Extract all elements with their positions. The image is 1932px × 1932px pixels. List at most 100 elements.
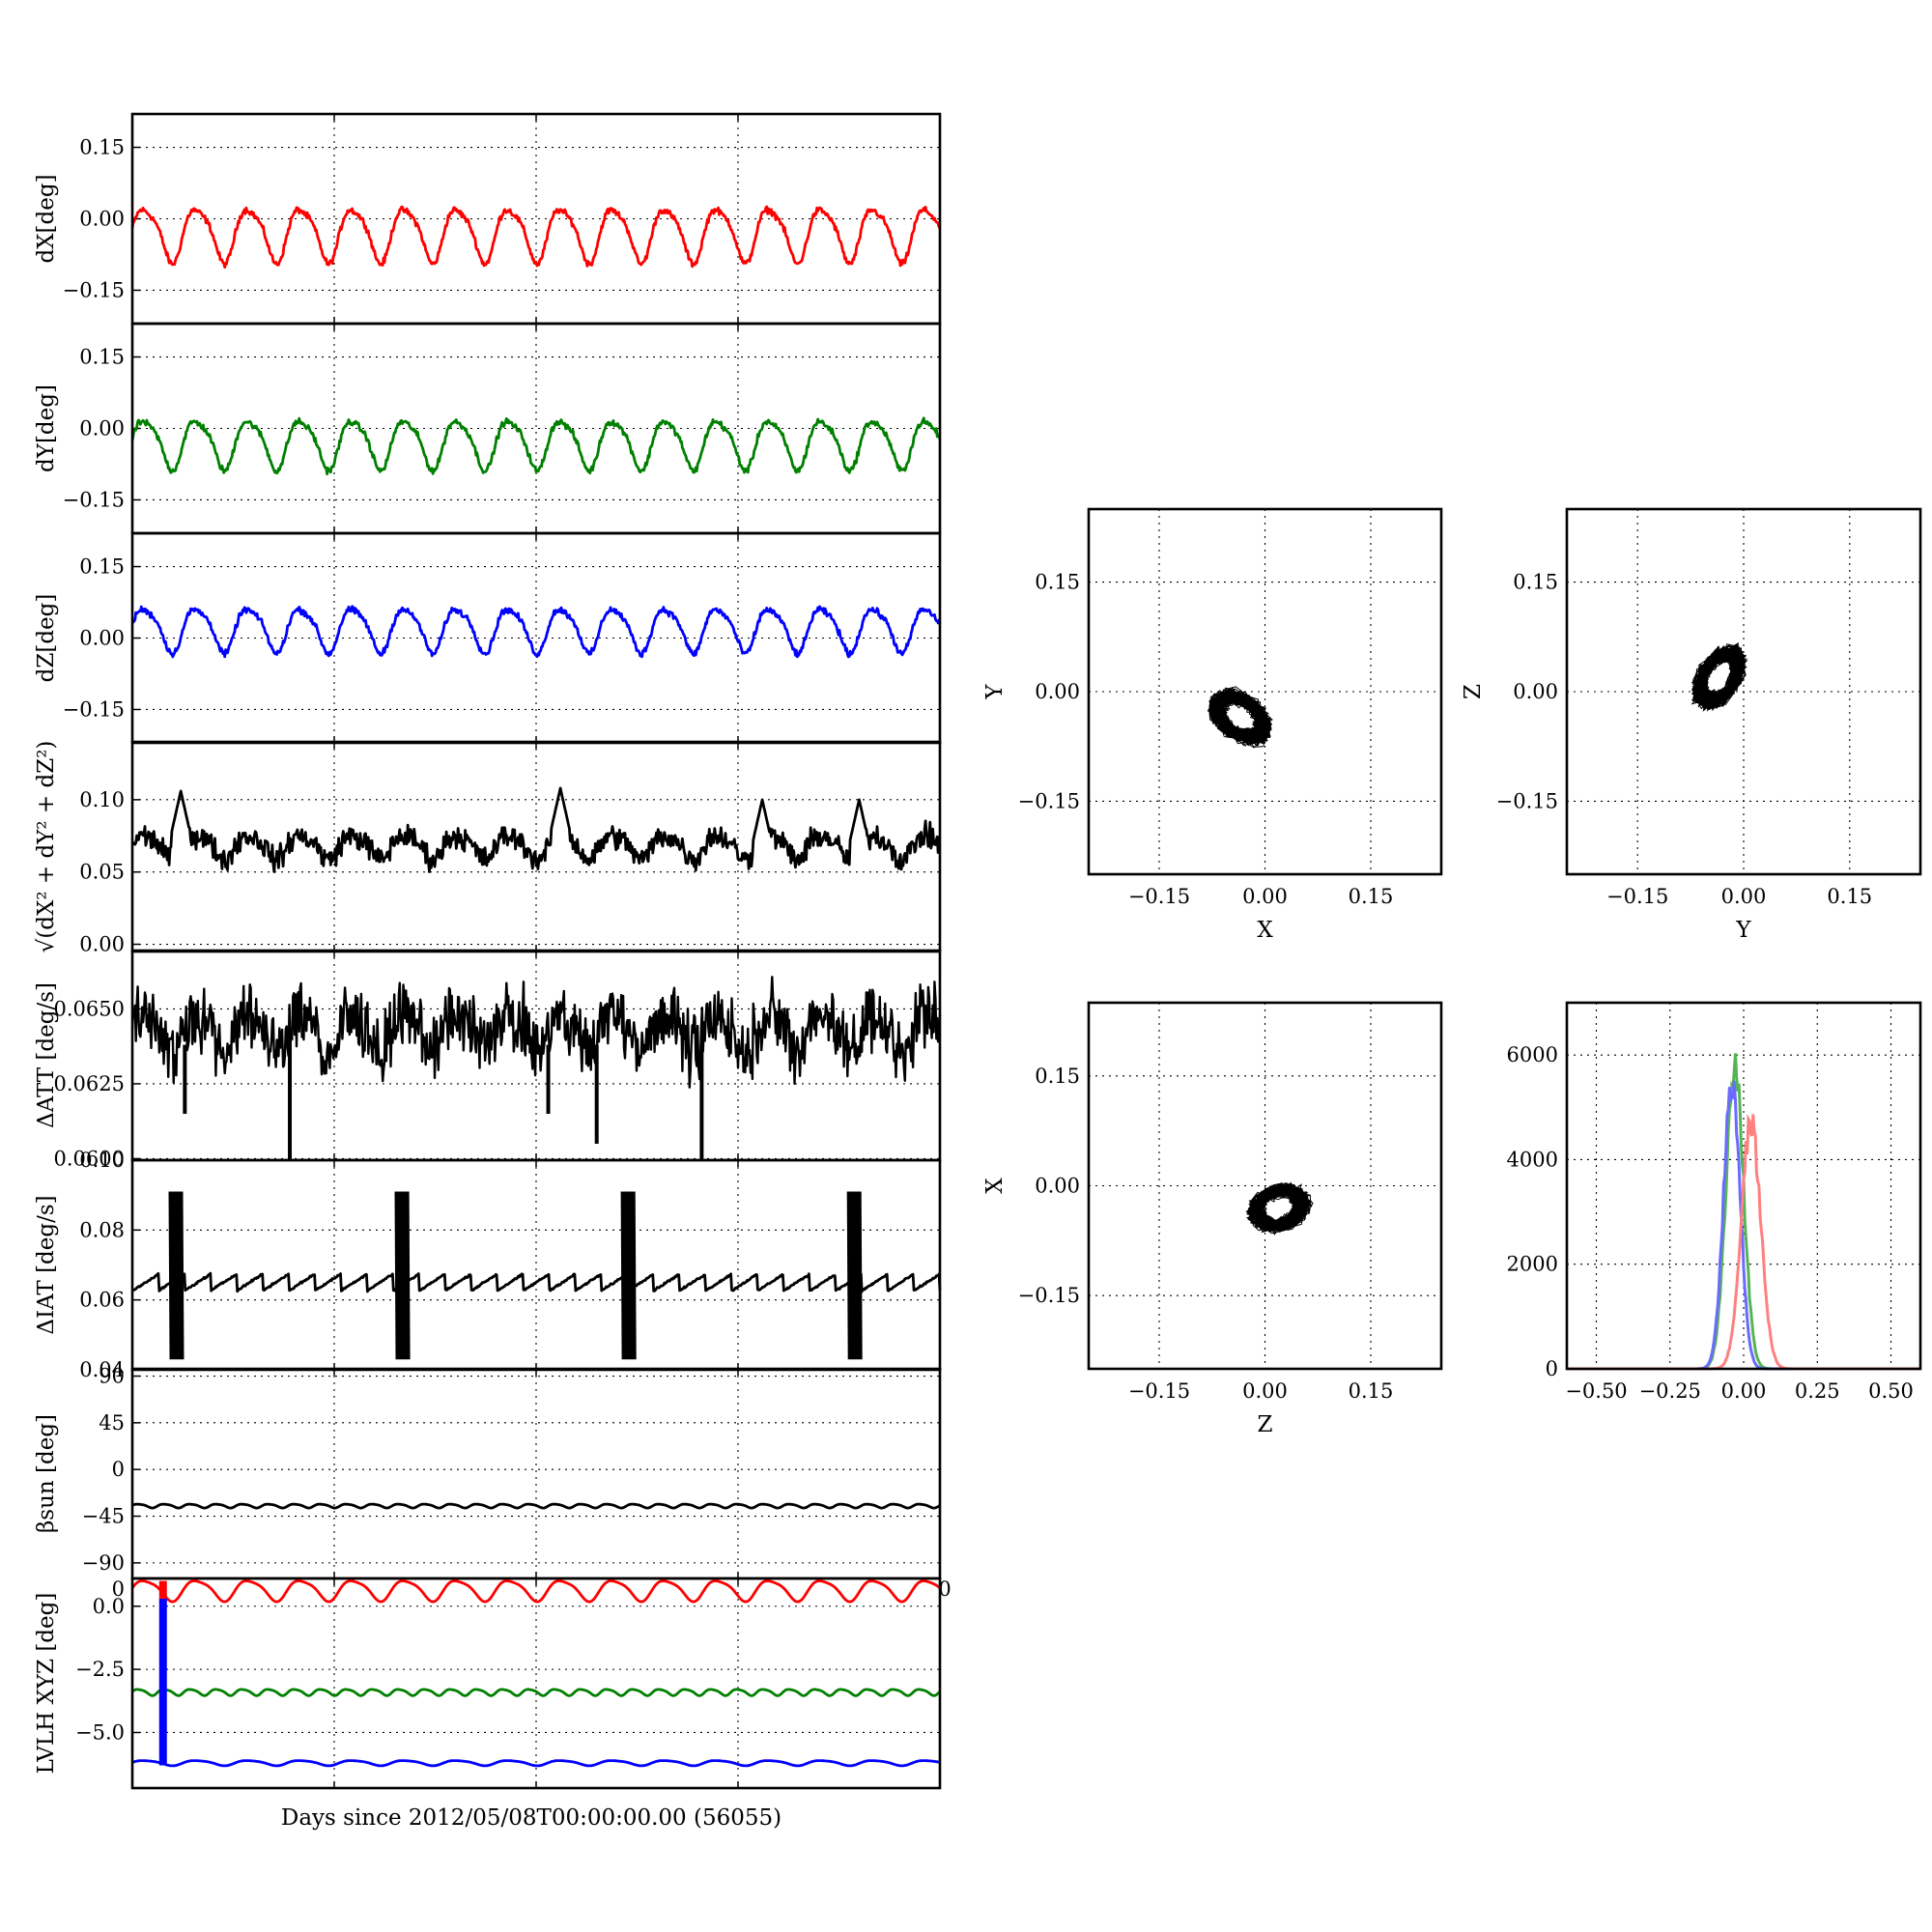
- y-tick-label: 0.0600: [54, 1147, 125, 1170]
- y-tick-label: 0.00: [1035, 1175, 1080, 1198]
- y-tick-label: −0.15: [1018, 1284, 1080, 1307]
- x-tick-label: 0.25: [1795, 1379, 1840, 1403]
- y-axis-label: dZ[deg]: [34, 594, 59, 683]
- burst: [394, 1191, 411, 1360]
- x-axis-label: Y: [1735, 918, 1751, 943]
- plot-frame: [1087, 507, 1443, 876]
- y-tick-label: 6000: [1507, 1043, 1558, 1066]
- vertical-bar-top: [158, 1580, 167, 1599]
- y-axis-label: ΔATT [deg/s]: [34, 982, 59, 1128]
- y-tick-label: 0.00: [79, 208, 125, 231]
- y-tick-label: −5.0: [75, 1720, 125, 1744]
- x-tick-label: 0.15: [1349, 885, 1394, 908]
- panel-hist: −0.50 −0.25 0.00 0.25 0.50 6000 4000 2000 0: [1507, 1001, 1922, 1403]
- x-tick-label: 0.00: [1721, 885, 1767, 908]
- y-tick-label: 0.0: [93, 1595, 125, 1618]
- y-tick-label: 0.00: [1513, 680, 1558, 703]
- y-tick-label: 0.05: [79, 861, 125, 884]
- panel-datt: 0.0650 0.0625 0.0600 ΔATT [deg/s]: [34, 949, 942, 1170]
- y-axis-label: LVLH XYZ [deg]: [34, 1593, 59, 1775]
- burst: [168, 1191, 185, 1360]
- plot-frame: [130, 740, 942, 953]
- y-tick-label: −2.5: [75, 1658, 125, 1681]
- y-tick-label: 4000: [1507, 1148, 1558, 1171]
- x-tick-label: 0.15: [1827, 885, 1872, 908]
- series-line: [130, 416, 942, 476]
- x-tick-label: −0.15: [1128, 1379, 1190, 1403]
- y-tick-label: −0.15: [1018, 789, 1080, 812]
- panel-xy: −0.15 −0.15 0.00 0.00 0.15 0.15 X Y: [982, 507, 1443, 943]
- y-tick-label: 0.00: [79, 627, 125, 650]
- x-tick-label: −0.15: [1128, 885, 1190, 908]
- y-tick-label: −0.15: [1496, 789, 1558, 812]
- panel-yz: −0.15 −0.15 0.00 0.00 0.15 0.15 Y Z: [1461, 507, 1922, 943]
- panel-zx: −0.15 −0.15 0.00 0.00 0.15 0.15 Z X: [982, 1001, 1443, 1437]
- y-axis-label: X: [982, 1178, 1008, 1194]
- y-tick-label: 2000: [1507, 1253, 1558, 1276]
- x-tick-label: 0.15: [1349, 1379, 1394, 1403]
- y-axis-label: dY[deg]: [34, 384, 59, 472]
- y-axis-label: ΔIAT [deg/s]: [34, 1195, 59, 1334]
- series-line: [131, 1688, 941, 1697]
- y-axis-label: βsun [deg]: [34, 1414, 59, 1533]
- x-axis-label: X: [1257, 918, 1273, 943]
- series-line: [130, 205, 942, 270]
- y-tick-label: 0.15: [79, 555, 125, 579]
- y-tick-label: 0.00: [79, 417, 125, 440]
- y-tick-label: 0.0650: [54, 997, 125, 1020]
- series-line: [131, 1502, 941, 1510]
- panel-lvlh: 0.0 −2.5 −5.0 LVLH XYZ [deg] 0: [34, 1577, 942, 1790]
- y-tick-label: 0.15: [1035, 571, 1080, 594]
- y-tick-label: 90: [99, 1365, 125, 1388]
- x-tick-label: −0.50: [1565, 1379, 1627, 1403]
- y-tick-label: 0: [112, 1458, 125, 1481]
- burst: [846, 1191, 863, 1360]
- y-tick-label: 0.06: [79, 1289, 125, 1312]
- y-tick-label: 0.00: [79, 933, 125, 956]
- plot-frame: [130, 531, 942, 745]
- trajectory-line: [1207, 686, 1273, 749]
- burst: [620, 1191, 637, 1360]
- series-line: [130, 976, 942, 1089]
- y-tick-label: 0.15: [1513, 571, 1558, 594]
- time-axis-label: Days since 2012/05/08T00:00:00.00 (56055…: [281, 1805, 781, 1831]
- series-line: [131, 1759, 941, 1768]
- panel-norm: 0.10 0.05 0.00 √(dX² + dY² + dZ²): [34, 740, 942, 956]
- trajectory-line: [1245, 1181, 1314, 1236]
- series-line: [131, 786, 941, 873]
- y-tick-label: −0.15: [63, 697, 125, 721]
- x-tick-label: −0.15: [1606, 885, 1668, 908]
- x-tick-label: 0.00: [1242, 1379, 1288, 1403]
- x-tick-label: −0.25: [1639, 1379, 1701, 1403]
- y-tick-label: 0.08: [79, 1218, 125, 1241]
- plot-frame: [1087, 1001, 1443, 1371]
- y-tick-label: 0.15: [79, 346, 125, 369]
- y-tick-label: 0.00: [1035, 680, 1080, 703]
- panel-diat: 0.10 0.08 0.06 0.04 ΔIAT [deg/s]: [34, 1149, 942, 1381]
- plot-frame: [130, 1158, 942, 1372]
- y-axis-label: √(dX² + dY² + dZ²): [34, 741, 59, 953]
- plot-frame: [130, 1577, 942, 1790]
- y-axis-label: Y: [982, 684, 1008, 700]
- plot-frame: [130, 1367, 942, 1580]
- panel-beta: 90 45 0 −45 −90 βsun [deg]: [34, 1365, 942, 1580]
- y-tick-label: −0.15: [63, 278, 125, 301]
- panels: 0.150.00−0.15dX[deg]0.150.00−0.15dY[deg]…: [34, 112, 1922, 1790]
- x-tick-label: 0.00: [1242, 885, 1288, 908]
- y-tick-label: 0.15: [1035, 1065, 1080, 1088]
- vertical-bar: [158, 1598, 167, 1766]
- plot-frame: [1565, 507, 1922, 876]
- y-tick-label: 0.04: [79, 1358, 125, 1381]
- stray-tick-label: 0: [938, 1577, 951, 1601]
- y-tick-label: 0: [1546, 1357, 1558, 1380]
- y-tick-label: 0.10: [79, 788, 125, 811]
- y-tick-label: −45: [82, 1505, 125, 1528]
- y-axis-label: dX[deg]: [34, 174, 59, 263]
- y-tick-label: −0.15: [63, 488, 125, 511]
- trajectory-line: [1690, 641, 1748, 713]
- corner-tick-label: 0: [112, 1577, 125, 1601]
- x-axis-label: Z: [1258, 1412, 1273, 1437]
